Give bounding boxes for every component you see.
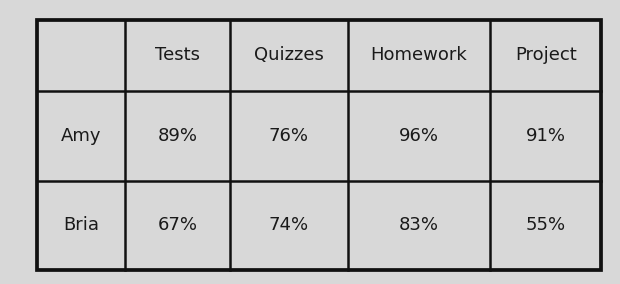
Text: 91%: 91% bbox=[526, 127, 565, 145]
Text: 96%: 96% bbox=[399, 127, 439, 145]
Text: Homework: Homework bbox=[371, 47, 467, 64]
Bar bbox=[37, 20, 601, 270]
Bar bbox=[37, 20, 601, 270]
Text: Tests: Tests bbox=[155, 47, 200, 64]
Text: Bria: Bria bbox=[63, 216, 99, 234]
Text: Quizzes: Quizzes bbox=[254, 47, 324, 64]
Text: Project: Project bbox=[515, 47, 577, 64]
Text: 55%: 55% bbox=[526, 216, 565, 234]
Text: 74%: 74% bbox=[269, 216, 309, 234]
Text: 89%: 89% bbox=[157, 127, 197, 145]
Text: Amy: Amy bbox=[61, 127, 101, 145]
Text: 76%: 76% bbox=[269, 127, 309, 145]
Text: 83%: 83% bbox=[399, 216, 439, 234]
Text: 67%: 67% bbox=[157, 216, 197, 234]
